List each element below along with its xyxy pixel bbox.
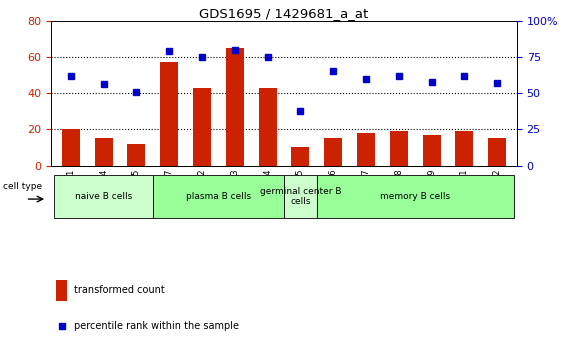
Bar: [258, 88, 277, 166]
Title: GDS1695 / 1429681_a_at: GDS1695 / 1429681_a_at: [199, 7, 369, 20]
Bar: [324, 138, 342, 166]
Text: transformed count: transformed count: [74, 285, 165, 295]
Bar: [56, 280, 68, 301]
Bar: [291, 148, 310, 166]
Bar: [193, 88, 211, 166]
Bar: [153, 175, 284, 218]
Bar: [160, 62, 178, 166]
Bar: [357, 133, 375, 166]
Text: percentile rank within the sample: percentile rank within the sample: [74, 321, 239, 331]
Text: naive B cells: naive B cells: [75, 192, 132, 201]
Text: germinal center B
cells: germinal center B cells: [260, 187, 341, 206]
Bar: [127, 144, 145, 166]
Bar: [226, 48, 244, 166]
Bar: [456, 131, 473, 166]
Bar: [284, 175, 317, 218]
Bar: [62, 129, 80, 166]
Text: plasma B cells: plasma B cells: [186, 192, 251, 201]
Bar: [488, 138, 506, 166]
Bar: [423, 135, 441, 166]
Text: cell type: cell type: [3, 181, 41, 190]
Bar: [55, 175, 153, 218]
Bar: [390, 131, 408, 166]
Bar: [95, 138, 112, 166]
Text: memory B cells: memory B cells: [380, 192, 450, 201]
Bar: [317, 175, 513, 218]
